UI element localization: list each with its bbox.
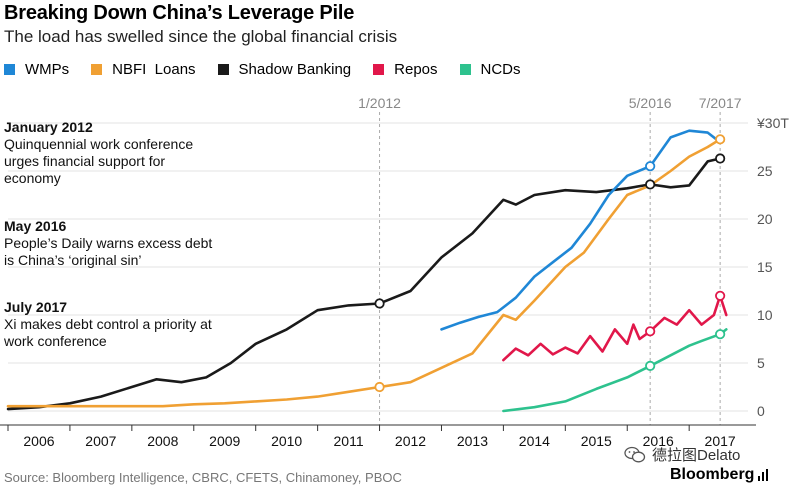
legend-item-repos: Repos: [373, 60, 438, 78]
legend-swatch-repos: [373, 63, 385, 75]
legend-item-nbfi-loans: NBFI Loans: [91, 60, 196, 78]
legend-item-shadow-banking: Shadow Banking: [217, 60, 352, 78]
x-tick-label: 2013: [457, 433, 488, 449]
legend-swatch-nbfi-loans: [91, 63, 103, 75]
legend-swatch-ncds: [459, 63, 471, 75]
watermark: 德拉图Delato: [624, 444, 740, 465]
legend-swatch-shadow-banking: [217, 63, 229, 75]
axes: 0 5 10 15 20 25 ¥30T 2006 2007 2008 2009 2010 2011 20…: [0, 115, 789, 449]
x-tick-label: 2011: [334, 433, 364, 449]
series-line-wmps: [440, 129, 722, 331]
legend: WMPs NBFI Loans Shadow Banking Repos NCD…: [4, 58, 543, 80]
y-tick-label: ¥30T: [756, 115, 789, 131]
y-tick-label: 0: [757, 403, 765, 419]
legend-label-ncds: NCDs: [480, 60, 521, 78]
x-tick-label: 2008: [147, 433, 178, 449]
x-tick-label: 2015: [581, 433, 612, 449]
bar-chart-icon: [758, 469, 769, 481]
event-marker: [374, 298, 385, 309]
y-tick-label: 25: [757, 163, 773, 179]
annotation-text: Xi makes debt control a priority at work…: [4, 316, 212, 349]
event-marker: [645, 179, 656, 190]
event-marker: [374, 381, 385, 393]
grid-layer: [8, 122, 748, 412]
legend-swatch-wmps: [4, 63, 15, 75]
event-marker: [645, 360, 656, 371]
y-tick-label: 15: [757, 259, 773, 275]
event-label: 7/2017: [699, 95, 742, 111]
y-tick-label: 10: [757, 307, 773, 323]
x-tick-label: 2010: [271, 433, 302, 449]
source-note: Source: Bloomberg Intelligence, CBRC, CF…: [4, 470, 402, 485]
y-tick-label: 5: [757, 355, 765, 371]
legend-label-repos: Repos: [394, 60, 438, 78]
event-marker: [645, 326, 656, 337]
x-tick-label: 2014: [519, 433, 550, 449]
event-marker: [715, 153, 726, 164]
annotation-heading: May 2016: [4, 218, 67, 234]
annotation-jan-2012: January 2012 Quinquennial work conferenc…: [4, 119, 214, 187]
bloomberg-logo: Bloomberg: [670, 466, 769, 484]
annotation-jul-2017: July 2017 Xi makes debt control a priori…: [4, 299, 214, 350]
x-tick-label: 2006: [23, 433, 54, 449]
legend-item-wmps: WMPs: [4, 61, 69, 78]
x-tick-label: 2016: [643, 433, 674, 449]
x-tick-label: 2012: [395, 433, 426, 449]
legend-item-ncds: NCDs: [459, 60, 521, 78]
legend-label-nbfi-loans: NBFI Loans: [112, 60, 196, 78]
annotation-heading: July 2017: [4, 299, 68, 315]
wechat-icon: [624, 446, 646, 462]
series-line-repos: [502, 294, 728, 362]
event-marker: [715, 134, 726, 145]
series-line-nbfi-loans: [6, 138, 722, 408]
event-label: 5/2016: [629, 95, 672, 111]
x-tick-label: 2007: [85, 433, 116, 449]
event-marker: [715, 290, 726, 301]
x-tick-label: 2017: [705, 433, 736, 449]
event-label: 1/2012: [358, 95, 401, 111]
chart-subtitle: The load has swelled since the global fi…: [4, 27, 398, 46]
series-line-ncds: [502, 328, 728, 413]
annotation-text: People’s Daily warns excess debt is Chin…: [4, 235, 213, 268]
annotation-may-2016: May 2016 People’s Daily warns excess deb…: [4, 218, 214, 269]
event-markers: [374, 134, 726, 393]
annotation-text: Quinquennial work conference urges finan…: [4, 136, 194, 186]
watermark-text: 德拉图Delato: [652, 447, 741, 464]
x-tick-label: 2009: [209, 433, 240, 449]
legend-label-wmps: WMPs: [25, 60, 70, 78]
annotation-heading: January 2012: [4, 119, 93, 135]
event-marker: [715, 329, 726, 340]
brand-text: Bloomberg: [670, 466, 755, 483]
event-lines: 1/2012 5/2016 7/2017: [358, 95, 742, 425]
chart-title: Breaking Down China’s Leverage Pile: [4, 2, 355, 24]
series-line-shadow-banking: [6, 157, 722, 411]
y-tick-label: 20: [757, 211, 773, 227]
event-marker: [645, 161, 656, 172]
legend-label-shadow-banking: Shadow Banking: [238, 60, 352, 78]
